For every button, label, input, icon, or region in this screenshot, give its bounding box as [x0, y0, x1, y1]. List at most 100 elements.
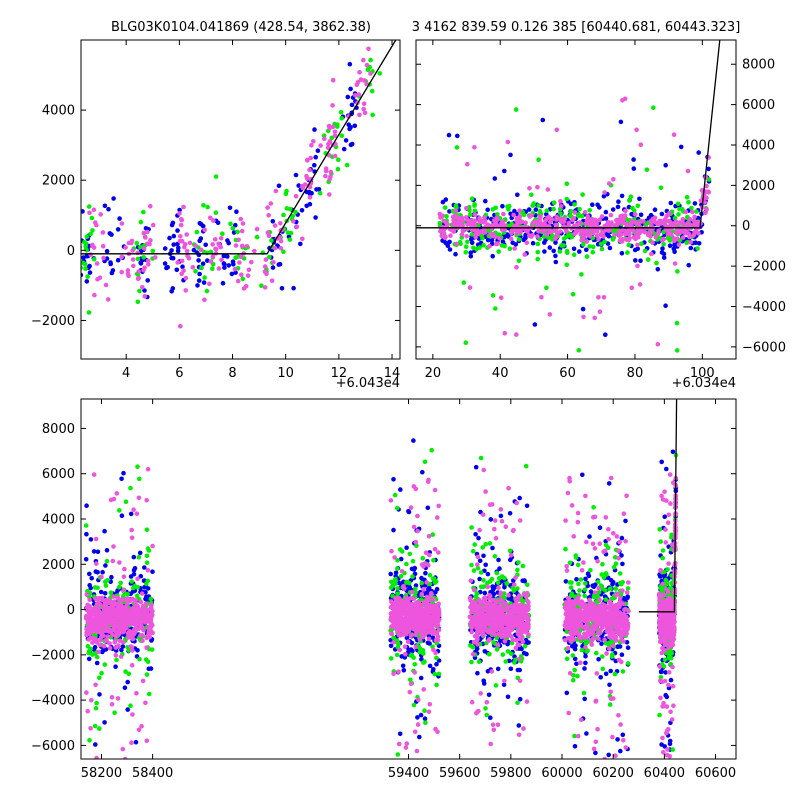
- data-point: [485, 237, 491, 243]
- data-point: [239, 272, 244, 277]
- data-point: [633, 220, 638, 225]
- data-point: [263, 257, 269, 262]
- data-point: [469, 525, 474, 530]
- data-point: [693, 219, 698, 225]
- data-point: [579, 213, 585, 219]
- data-point: [664, 466, 669, 472]
- data-point: [108, 261, 113, 267]
- data-point: [187, 240, 193, 246]
- data-point: [605, 241, 611, 246]
- data-point: [579, 717, 584, 723]
- data-point: [93, 536, 99, 542]
- data-point: [352, 123, 358, 129]
- data-point: [91, 472, 97, 477]
- data-point: [299, 208, 305, 213]
- data-point: [670, 449, 676, 455]
- data-point: [137, 288, 142, 294]
- data-point: [520, 563, 526, 569]
- data-point: [93, 705, 99, 711]
- data-point: [529, 192, 534, 198]
- data-point: [412, 662, 418, 667]
- data-point: [674, 229, 679, 235]
- data-point: [454, 145, 460, 150]
- data-point: [607, 682, 612, 688]
- data-point: [505, 649, 511, 654]
- data-point: [94, 561, 99, 566]
- data-point: [216, 241, 221, 247]
- data-point: [162, 246, 168, 251]
- data-point: [601, 295, 607, 300]
- data-point: [144, 497, 149, 503]
- data-point: [201, 203, 206, 208]
- data-point: [411, 702, 417, 708]
- data-point: [399, 549, 405, 554]
- data-point: [361, 101, 367, 106]
- data-point: [413, 788, 418, 793]
- data-point: [252, 248, 257, 254]
- data-point: [508, 557, 513, 563]
- data-point: [72, 259, 77, 264]
- data-point: [522, 578, 527, 583]
- data-point: [620, 561, 625, 567]
- data-point: [181, 204, 186, 210]
- x-tick-label: 20: [425, 366, 442, 381]
- data-point: [126, 240, 132, 246]
- data-point: [99, 649, 105, 655]
- data-point: [150, 569, 155, 574]
- data-point: [583, 653, 588, 659]
- data-point: [680, 235, 686, 240]
- data-point: [142, 288, 147, 293]
- data-point: [657, 712, 662, 718]
- data-point: [175, 260, 180, 265]
- data-point: [199, 265, 204, 270]
- data-point: [399, 654, 405, 659]
- data-point: [315, 148, 321, 153]
- data-point: [635, 242, 640, 248]
- y-tick-label: −4000: [742, 300, 786, 315]
- data-point: [271, 260, 276, 265]
- data-point: [625, 661, 631, 666]
- data-point: [300, 185, 306, 191]
- panel-2-x-offset: +6.034e4: [672, 376, 736, 391]
- data-point: [170, 220, 176, 226]
- data-point: [663, 670, 668, 675]
- data-point: [93, 220, 98, 225]
- data-point: [178, 234, 183, 239]
- data-point: [135, 250, 140, 256]
- data-point: [254, 234, 260, 240]
- data-point: [450, 221, 456, 227]
- data-point: [631, 157, 636, 162]
- data-point: [695, 246, 700, 251]
- data-point: [190, 265, 196, 270]
- data-point: [523, 220, 528, 226]
- data-point: [624, 640, 630, 645]
- data-point: [422, 459, 428, 465]
- data-point: [283, 191, 289, 197]
- data-point: [493, 306, 498, 311]
- data-point: [629, 218, 635, 223]
- data-point: [563, 546, 568, 552]
- data-point: [506, 639, 511, 645]
- data-point: [88, 252, 93, 257]
- data-point: [497, 566, 502, 571]
- data-point: [603, 597, 609, 602]
- data-point: [200, 261, 206, 266]
- data-point: [178, 222, 184, 228]
- data-point: [100, 569, 105, 575]
- data-point: [670, 664, 675, 670]
- data-point: [524, 699, 530, 704]
- data-point: [564, 262, 570, 268]
- data-point: [311, 139, 316, 144]
- data-point: [409, 640, 415, 646]
- data-point: [426, 760, 431, 765]
- data-point: [234, 209, 239, 214]
- data-point: [469, 232, 475, 237]
- data-point: [468, 250, 473, 255]
- data-point: [153, 255, 158, 260]
- data-point: [600, 666, 606, 672]
- data-point: [219, 257, 224, 263]
- data-point: [97, 692, 102, 697]
- data-point: [88, 585, 93, 591]
- data-point: [398, 487, 403, 492]
- data-point: [660, 645, 665, 651]
